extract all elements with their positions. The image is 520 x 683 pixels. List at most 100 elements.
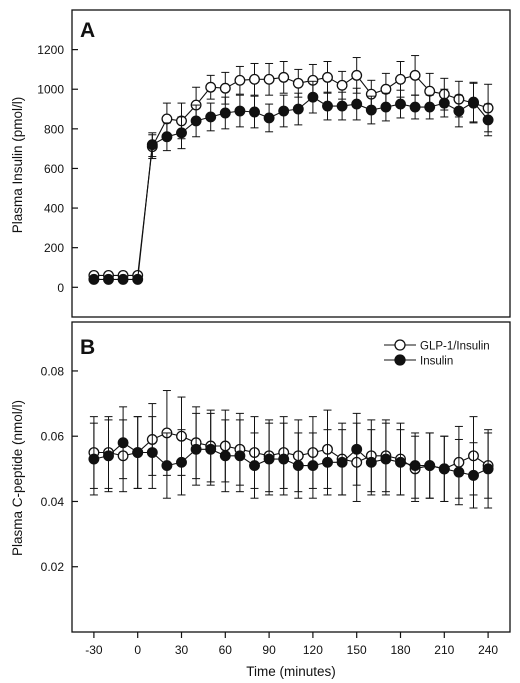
panel-b-y-axis-label: Plasma C-peptide (nmol/l) — [10, 400, 25, 556]
data-point — [482, 114, 494, 126]
x-tick-label: 0 — [134, 643, 141, 657]
data-point — [117, 273, 129, 285]
panel-a-frame — [71, 9, 511, 318]
data-point — [263, 73, 275, 85]
x-tick-label: -30 — [85, 643, 103, 657]
data-point — [380, 453, 392, 465]
x-tick-label: 210 — [434, 643, 454, 657]
data-point — [234, 450, 246, 462]
data-point — [278, 105, 290, 117]
data-point — [292, 77, 304, 89]
data-point — [438, 463, 450, 475]
data-point — [103, 450, 114, 462]
series-line — [93, 74, 489, 276]
panel-b-y-tick-label: 0.04 — [41, 495, 65, 509]
legend-label-glp1-insulin: GLP-1/Insulin — [420, 341, 490, 353]
data-point — [278, 71, 290, 83]
data-point — [190, 443, 202, 455]
data-point — [380, 83, 392, 95]
panel-b-frame — [71, 321, 511, 633]
data-point — [395, 456, 406, 468]
panel-a-y-tick-label: 1000 — [37, 83, 64, 97]
panel-a-y-ticks: 0 200 400 600 800 1000 1200 — [37, 43, 78, 295]
panel-a: A Plasma Insulin (pmol/l) 0 200 400 600 800 1… — [10, 9, 511, 318]
data-point — [322, 71, 333, 83]
series-line — [93, 96, 489, 280]
data-point — [409, 460, 421, 472]
data-point — [468, 469, 479, 481]
panel-a-plot-area — [88, 55, 494, 285]
panel-a-y-tick-label: 0 — [57, 281, 64, 295]
panel-a-letter: A — [80, 19, 95, 42]
panel-a-y-axis-label: Plasma Insulin (pmol/l) — [10, 97, 25, 234]
data-point — [234, 105, 246, 117]
data-point — [351, 443, 363, 455]
panel-b-y-ticks: 0.02 0.04 0.06 0.08 — [41, 364, 78, 574]
panel-a-series-filled — [88, 80, 494, 285]
data-point — [482, 463, 494, 475]
data-point — [322, 456, 333, 468]
data-point — [453, 466, 465, 478]
data-point — [219, 107, 231, 119]
legend-marker-filled — [394, 354, 406, 366]
data-point — [380, 101, 392, 113]
x-tick-label: 150 — [347, 643, 367, 657]
data-point — [219, 82, 231, 94]
data-point — [292, 460, 304, 472]
panel-b-series-filled — [88, 406, 494, 509]
data-point — [88, 453, 100, 465]
panel-b-y-tick-label: 0.08 — [41, 364, 65, 378]
data-point — [190, 115, 202, 127]
panel-a-y-tick-label: 800 — [44, 122, 64, 136]
legend-label-insulin: Insulin — [420, 356, 453, 368]
data-point — [161, 113, 173, 125]
data-point — [132, 273, 144, 285]
data-point — [176, 127, 187, 139]
data-point — [365, 456, 377, 468]
data-point — [395, 98, 406, 110]
data-point — [322, 100, 333, 112]
data-point — [161, 131, 173, 143]
series-line — [93, 432, 489, 470]
data-point — [424, 101, 436, 113]
data-point — [249, 460, 260, 472]
data-point — [424, 85, 436, 97]
panel-b-y-tick-label: 0.02 — [41, 560, 65, 574]
data-point — [409, 69, 421, 81]
data-point — [336, 456, 348, 468]
panel-b-letter: B — [80, 336, 95, 359]
data-point — [117, 437, 129, 449]
data-point — [249, 73, 260, 85]
data-point — [438, 97, 450, 109]
x-tick-label: 30 — [175, 643, 189, 657]
data-point — [146, 447, 158, 458]
data-point — [292, 103, 304, 115]
data-point — [365, 104, 377, 116]
x-axis-label: Time (minutes) — [246, 664, 336, 679]
data-point — [395, 73, 406, 85]
data-point — [88, 273, 100, 285]
data-point — [263, 453, 275, 465]
panel-a-y-tick-label: 600 — [44, 162, 64, 176]
data-point — [176, 456, 187, 468]
data-point — [307, 460, 319, 472]
data-point — [103, 273, 114, 285]
legend-marker-open — [394, 339, 406, 351]
data-point — [205, 81, 217, 93]
data-point — [468, 96, 479, 108]
data-point — [351, 98, 363, 110]
data-point — [424, 460, 436, 472]
data-point — [249, 106, 260, 118]
x-tick-label: 60 — [219, 643, 233, 657]
panel-b-y-tick-label: 0.06 — [41, 430, 65, 444]
data-point — [205, 111, 217, 123]
data-point — [351, 69, 363, 81]
panel-a-y-tick-label: 200 — [44, 241, 64, 255]
data-point — [278, 453, 290, 465]
data-point — [161, 460, 173, 472]
panel-a-y-tick-label: 1200 — [37, 43, 64, 57]
series-line — [93, 442, 489, 476]
legend: GLP-1/Insulin Insulin — [384, 339, 490, 368]
x-tick-label: 240 — [478, 643, 498, 657]
